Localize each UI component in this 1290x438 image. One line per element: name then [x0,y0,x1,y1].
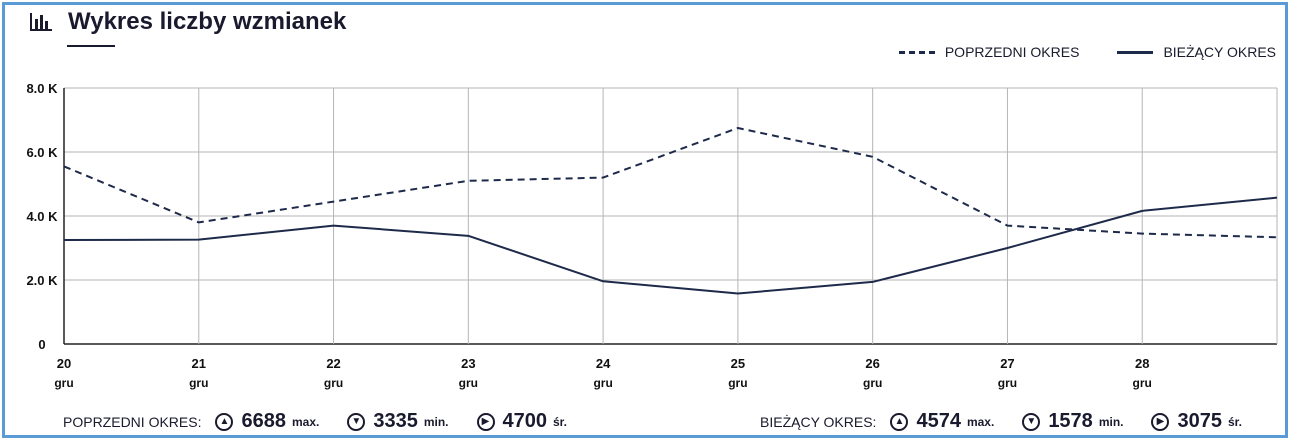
x-tick-sublabel: gru [998,376,1017,390]
x-tick-label: 26 [865,356,879,371]
stat-value: 4700 [502,410,548,432]
stat-value: 4574 [916,410,961,432]
y-tick-label: 2.0 K [26,273,58,288]
y-axis-ticks: 0 2.0 K 4.0 K 6.0 K 8.0 K [26,81,58,352]
x-tick-sublabel: gru [54,376,73,390]
stat-value: 1578 [1048,410,1093,432]
x-tick-label: 24 [596,356,611,371]
series-line-current [63,196,1278,295]
line-chart: 0 2.0 K 4.0 K 6.0 K 8.0 K 20 gru 21 gru 22 gru 23 g… [26,81,1278,390]
x-tick-sublabel: gru [459,376,478,390]
stat-current-max: ▲ 4574 max. [890,410,994,433]
stat-value: 6688 [241,410,286,432]
legend-item-previous[interactable]: POPRZEDNI OKRES [898,44,1080,60]
y-tick-label: 6.0 K [26,145,58,160]
stat-unit: max. [966,414,995,429]
title-underline [67,45,115,47]
x-tick-label: 22 [326,356,340,371]
x-tick-sublabel: gru [863,376,882,390]
stat-unit: śr. [553,414,568,429]
page-title: Wykres liczby wzmianek [68,8,347,35]
stat-previous-avg: ▶ 4700 śr. [476,410,568,433]
stat-previous-min: ▼ 3335 min. [347,410,449,433]
stat-unit: min. [423,414,449,429]
x-tick-label: 23 [461,356,475,371]
legend-label-current: BIEŻĄCY OKRES [1163,44,1276,60]
series-line-previous [63,127,1278,239]
chevron-right-icon: ▶ [476,412,495,431]
x-tick-sublabel: gru [728,376,747,390]
chevron-up-icon: ▲ [215,412,234,431]
chevron-down-icon: ▼ [1022,412,1041,431]
y-tick-label: 0 [38,337,45,352]
stat-value: 3075 [1177,410,1222,432]
x-tick-sublabel: gru [189,376,208,390]
x-tick-label: 21 [192,356,206,371]
chevron-down-icon: ▼ [347,412,366,431]
x-tick-label: 25 [731,356,745,371]
stat-unit: max. [291,414,320,429]
chevron-right-icon: ▶ [1151,412,1170,431]
stats-footer: POPRZEDNI OKRES: ▲ 6688 max. ▼ 3335 min.… [0,410,1290,438]
chart-series [63,127,1278,295]
stat-current-min: ▼ 1578 min. [1022,410,1123,433]
stats-current-label: BIEŻĄCY OKRES: [760,413,877,430]
stat-unit: min. [1098,414,1124,429]
stats-previous-label: POPRZEDNI OKRES: [63,413,202,430]
bar-chart-icon [30,13,52,31]
y-tick-label: 8.0 K [26,81,58,96]
stats-previous: POPRZEDNI OKRES: ▲ 6688 max. ▼ 3335 min.… [63,410,595,433]
chart-grid [63,87,1278,345]
x-axis-ticks: 20 gru 21 gru 22 gru 23 gru 24 gru 25 gru 26 gru 27 gru… [54,356,1152,390]
stat-unit: śr. [1227,414,1242,429]
stat-value: 3335 [373,410,418,432]
stat-current-avg: ▶ 3075 śr. [1151,410,1242,433]
solid-line-swatch [1117,50,1154,54]
x-tick-sublabel: gru [593,376,612,390]
legend-item-current[interactable]: BIEŻĄCY OKRES [1117,44,1276,60]
chart-header: Wykres liczby wzmianek [28,8,346,36]
stat-previous-max: ▲ 6688 max. [215,410,319,433]
dashed-line-swatch [898,50,935,54]
x-tick-label: 20 [57,356,71,371]
y-tick-label: 4.0 K [26,209,58,224]
x-tick-sublabel: gru [1133,376,1152,390]
stats-current: BIEŻĄCY OKRES: ▲ 4574 max. ▼ 1578 min. ▶… [760,410,1242,433]
x-tick-label: 27 [1000,356,1014,371]
legend-label-previous: POPRZEDNI OKRES [944,44,1080,60]
chevron-up-icon: ▲ [890,412,909,431]
chart-legend: POPRZEDNI OKRES BIEŻĄCY OKRES [861,44,1276,60]
x-tick-sublabel: gru [324,376,343,390]
x-tick-label: 28 [1135,356,1149,371]
